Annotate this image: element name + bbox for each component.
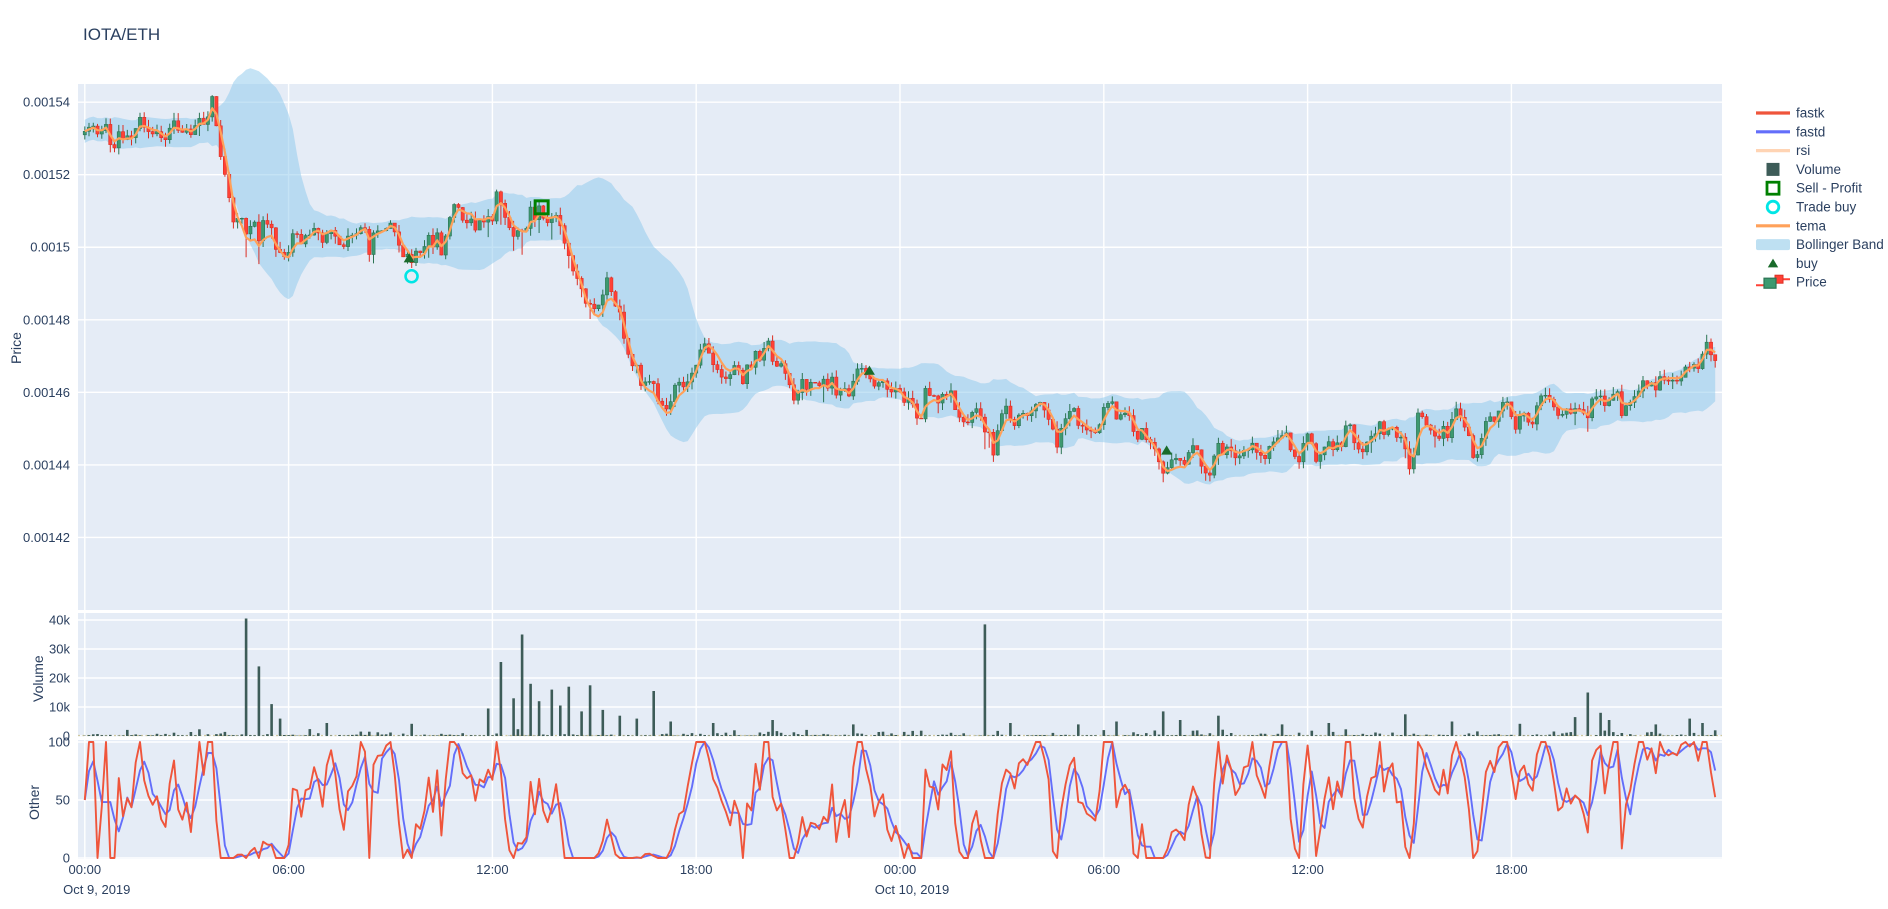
svg-text:rsi: rsi bbox=[1796, 143, 1810, 158]
svg-text:00:00: 00:00 bbox=[884, 862, 917, 877]
svg-text:buy: buy bbox=[1796, 256, 1818, 271]
y-axis-ticks: 0.00154 0.00152 0.0015 0.00148 0.00146 0.0014… bbox=[23, 95, 70, 866]
svg-text:Sell - Profit: Sell - Profit bbox=[1796, 181, 1862, 196]
svg-text:30k: 30k bbox=[49, 642, 70, 657]
buy-marker bbox=[863, 365, 875, 375]
svg-text:00:00: 00:00 bbox=[69, 862, 102, 877]
svg-text:06:00: 06:00 bbox=[272, 862, 305, 877]
svg-text:40k: 40k bbox=[49, 613, 70, 628]
svg-text:06:00: 06:00 bbox=[1088, 862, 1121, 877]
svg-text:Volume: Volume bbox=[1796, 162, 1841, 177]
svg-text:0.00146: 0.00146 bbox=[23, 385, 70, 400]
svg-text:0.0015: 0.0015 bbox=[30, 240, 70, 255]
svg-text:Bollinger Band: Bollinger Band bbox=[1796, 237, 1884, 252]
svg-text:0.00152: 0.00152 bbox=[23, 167, 70, 182]
legend-item-fastd[interactable]: fastd bbox=[1756, 124, 1825, 139]
svg-text:20k: 20k bbox=[49, 671, 70, 686]
legend-item-rsi[interactable]: rsi bbox=[1756, 143, 1810, 158]
legend-item-sell-profit[interactable]: Sell - Profit bbox=[1765, 181, 1862, 196]
svg-text:Oct 9, 2019: Oct 9, 2019 bbox=[63, 882, 130, 897]
buy-marker bbox=[1161, 445, 1173, 455]
svg-text:0: 0 bbox=[63, 851, 70, 866]
trade-buy-marker bbox=[404, 268, 419, 284]
svg-text:0: 0 bbox=[63, 729, 70, 744]
other-axis-title: Other bbox=[26, 784, 42, 820]
legend-item-fastk[interactable]: fastk bbox=[1756, 106, 1825, 121]
legend-item-buy[interactable]: buy bbox=[1767, 256, 1818, 271]
bollinger-band-area bbox=[84, 68, 1716, 485]
legend-item-volume[interactable]: Volume bbox=[1766, 162, 1842, 177]
svg-text:10k: 10k bbox=[49, 700, 70, 715]
svg-text:Price: Price bbox=[1796, 275, 1827, 290]
price-axis-title: Price bbox=[8, 332, 24, 364]
x-axis-ticks: 00:00 Oct 9, 2019 06:00 12:00 18:00 00:00 Oct … bbox=[63, 862, 1527, 897]
svg-text:tema: tema bbox=[1796, 218, 1827, 233]
svg-text:12:00: 12:00 bbox=[476, 862, 509, 877]
svg-text:0.00144: 0.00144 bbox=[23, 457, 70, 472]
legend-item-bollinger-band[interactable]: Bollinger Band bbox=[1756, 237, 1884, 252]
legend-item-trade-buy[interactable]: Trade buy bbox=[1765, 200, 1857, 215]
chart-title: IOTA/ETH bbox=[83, 25, 161, 44]
legend-item-tema[interactable]: tema bbox=[1756, 218, 1827, 233]
legend-item-price[interactable]: Price bbox=[1756, 274, 1827, 290]
svg-text:0.00142: 0.00142 bbox=[23, 530, 70, 545]
tema-line bbox=[84, 107, 1716, 473]
volume-axis-title: Volume bbox=[30, 655, 46, 702]
legend: fastk fastd rsi Volume Sell - Profit Trade bu… bbox=[1756, 106, 1884, 290]
svg-text:50: 50 bbox=[56, 793, 70, 808]
svg-text:100: 100 bbox=[48, 735, 70, 750]
svg-text:0.00154: 0.00154 bbox=[23, 95, 70, 110]
sell-profit-marker bbox=[533, 199, 550, 216]
fastk-line bbox=[83, 741, 1717, 859]
svg-text:fastk: fastk bbox=[1796, 106, 1825, 121]
trade-markers bbox=[403, 199, 1173, 455]
volume-bars bbox=[83, 618, 1717, 737]
svg-text:18:00: 18:00 bbox=[680, 862, 713, 877]
svg-text:Trade buy: Trade buy bbox=[1796, 200, 1857, 215]
svg-text:Oct 10, 2019: Oct 10, 2019 bbox=[875, 882, 949, 897]
svg-text:fastd: fastd bbox=[1796, 124, 1825, 139]
svg-text:12:00: 12:00 bbox=[1291, 862, 1324, 877]
fastd-line bbox=[83, 741, 1717, 859]
svg-text:0.00148: 0.00148 bbox=[23, 312, 70, 327]
svg-text:18:00: 18:00 bbox=[1495, 862, 1528, 877]
buy-marker bbox=[403, 253, 415, 263]
